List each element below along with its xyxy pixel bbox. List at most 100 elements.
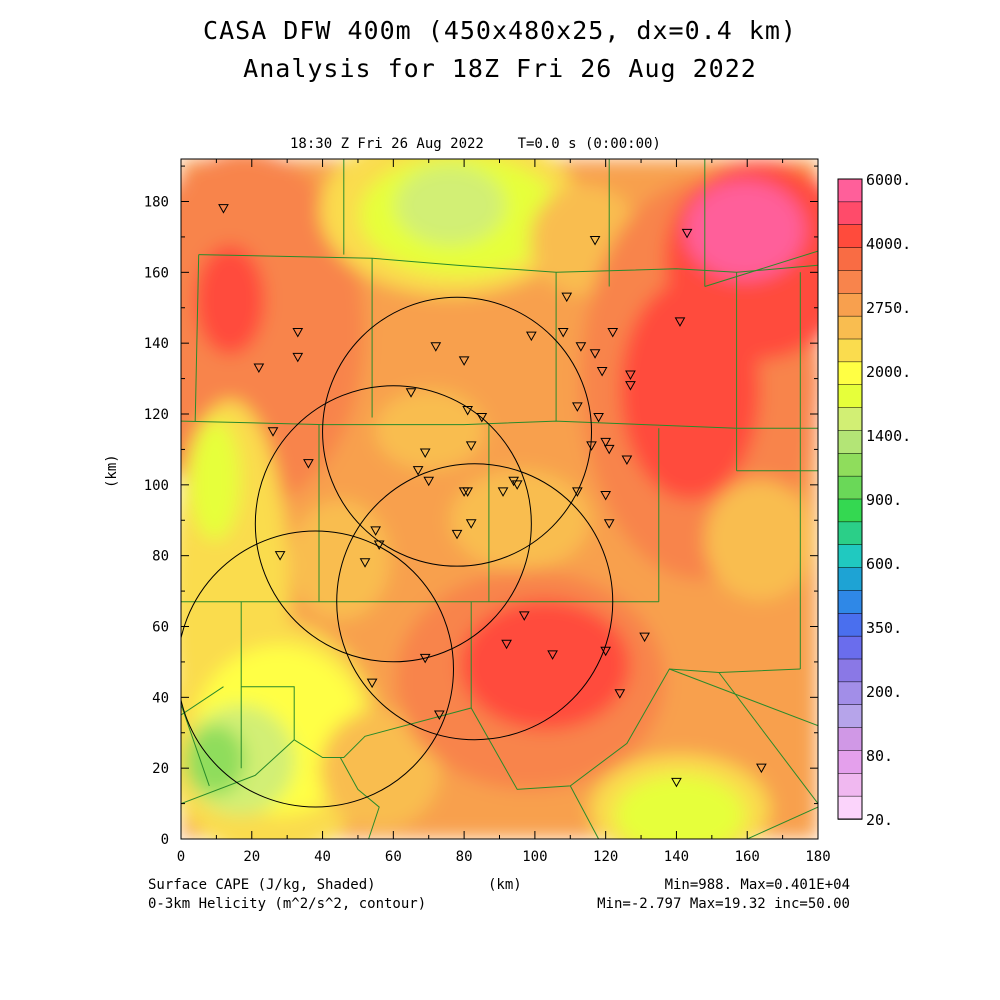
x-tick-label: 80 bbox=[456, 849, 473, 865]
county-line bbox=[181, 704, 210, 787]
colorbar-swatch bbox=[837, 773, 863, 797]
colorbar-swatch bbox=[837, 430, 863, 455]
station-marker bbox=[218, 204, 229, 214]
station-marker bbox=[465, 441, 477, 451]
county-line bbox=[339, 757, 380, 839]
station-marker bbox=[561, 292, 573, 303]
radar-ring bbox=[322, 296, 593, 567]
y-axis: 0 20 40 60 80 100 120 140 160 180 bbox=[144, 165, 818, 848]
x-axis: 0 20 40 60 80 100 120 140 160 180 bbox=[177, 159, 831, 865]
y-axis-label: (km) bbox=[104, 454, 120, 488]
colorbar-swatch bbox=[837, 590, 863, 615]
station-markers bbox=[218, 204, 767, 788]
x-axis-label: (km) bbox=[488, 877, 522, 893]
county-line bbox=[746, 806, 818, 839]
main-title: CASA DFW 400m (450x480x25, dx=0.4 km) bbox=[203, 16, 797, 45]
x-tick-label: 160 bbox=[735, 849, 760, 865]
radar-ring bbox=[336, 463, 614, 741]
analysis-subtitle: Analysis for 18Z Fri 26 Aug 2022 bbox=[243, 54, 757, 83]
y-tick-label: 180 bbox=[144, 195, 169, 211]
colorbar-swatch bbox=[837, 635, 863, 660]
x-tick-label: 140 bbox=[664, 849, 689, 865]
station-marker bbox=[600, 646, 612, 657]
colorbar-frame bbox=[837, 178, 863, 820]
county-line bbox=[669, 668, 818, 727]
footer-contour-range: Min=-2.797 Max=19.32 inc=50.00 bbox=[597, 896, 850, 912]
y-tick-label: 20 bbox=[152, 761, 169, 777]
colorbar-label: 80. bbox=[866, 747, 893, 765]
station-marker bbox=[292, 352, 304, 363]
station-marker bbox=[674, 317, 686, 327]
station-marker bbox=[465, 519, 477, 529]
station-marker bbox=[451, 529, 463, 540]
station-marker bbox=[681, 228, 693, 239]
y-tick-label: 160 bbox=[144, 265, 169, 281]
county-line bbox=[569, 785, 600, 839]
cape-shaded-field bbox=[181, 159, 818, 839]
x-tick-label: 100 bbox=[522, 849, 547, 865]
colorbar-swatch bbox=[837, 201, 863, 226]
colorbar-swatch bbox=[837, 293, 863, 317]
colorbar-swatch bbox=[837, 795, 863, 820]
station-marker bbox=[274, 551, 286, 561]
plot-timestamp: 18:30 Z Fri 26 Aug 2022 T=0.0 s (0:00:00… bbox=[290, 136, 661, 152]
station-marker bbox=[593, 413, 604, 423]
station-marker bbox=[603, 444, 615, 455]
colorbar-label: 2000. bbox=[866, 363, 911, 381]
station-marker bbox=[572, 402, 583, 412]
county-line bbox=[704, 250, 818, 287]
station-marker bbox=[525, 331, 537, 342]
station-marker bbox=[497, 487, 509, 497]
footer-field-range: Min=988. Max=0.401E+04 bbox=[664, 877, 850, 893]
station-marker bbox=[625, 381, 636, 391]
colorbar-swatch bbox=[837, 544, 863, 569]
colorbar-swatch bbox=[837, 247, 863, 272]
station-marker bbox=[253, 363, 265, 373]
y-tick-label: 0 bbox=[161, 832, 169, 848]
colorbar-swatch bbox=[837, 475, 863, 500]
colorbar-swatch bbox=[837, 384, 863, 409]
y-tick-label: 60 bbox=[152, 620, 169, 636]
station-marker bbox=[292, 328, 304, 338]
station-marker bbox=[430, 342, 442, 352]
station-marker bbox=[589, 235, 601, 246]
colorbar-swatch bbox=[837, 270, 863, 295]
station-marker bbox=[511, 480, 523, 490]
colorbar-swatch bbox=[837, 704, 863, 729]
radar-ring bbox=[254, 385, 532, 663]
station-marker bbox=[419, 653, 431, 664]
colorbar-swatch bbox=[837, 338, 863, 363]
station-marker bbox=[518, 611, 530, 621]
station-marker bbox=[458, 487, 470, 497]
x-tick-label: 0 bbox=[177, 849, 185, 865]
station-marker bbox=[423, 476, 435, 487]
radar-range-rings bbox=[181, 296, 614, 808]
colorbar-label: 1400. bbox=[866, 427, 911, 445]
station-marker bbox=[600, 437, 612, 448]
colorbar-swatch bbox=[837, 407, 863, 432]
station-marker bbox=[589, 349, 601, 359]
station-marker bbox=[600, 490, 612, 501]
colorbar-swatch bbox=[837, 658, 863, 683]
station-marker bbox=[412, 466, 424, 476]
colorbar-label: 4000. bbox=[866, 235, 911, 253]
station-marker bbox=[557, 328, 569, 338]
footer-contour-label: 0-3km Helicity (m^2/s^2, contour) bbox=[148, 896, 427, 912]
colorbar-swatch bbox=[837, 178, 863, 203]
station-marker bbox=[639, 632, 650, 643]
station-marker bbox=[586, 441, 597, 451]
station-marker bbox=[603, 519, 615, 529]
colorbar-swatch bbox=[837, 361, 863, 386]
station-marker bbox=[419, 448, 431, 458]
y-tick-label: 140 bbox=[144, 336, 169, 352]
station-marker bbox=[614, 689, 626, 699]
station-marker bbox=[575, 342, 587, 352]
colorbar-swatch bbox=[837, 613, 863, 637]
station-marker bbox=[405, 388, 417, 398]
colorbar-swatch bbox=[837, 567, 863, 592]
station-marker bbox=[359, 558, 371, 568]
y-tick-label: 100 bbox=[144, 478, 169, 494]
station-marker bbox=[462, 405, 474, 416]
colorbar-label: 6000. bbox=[866, 171, 911, 189]
